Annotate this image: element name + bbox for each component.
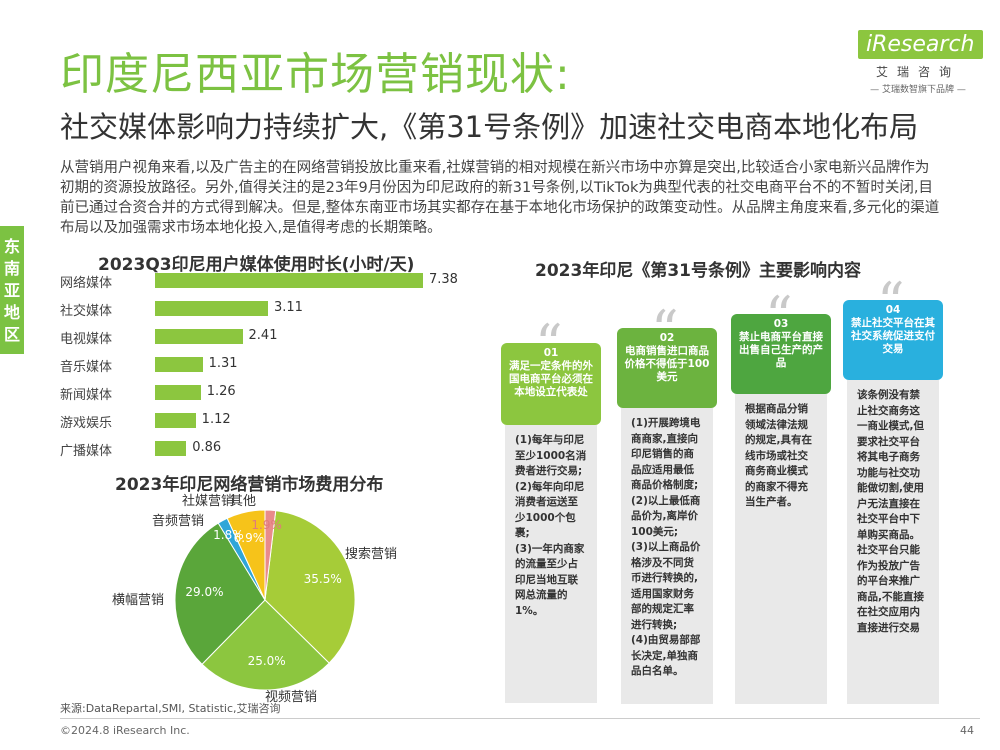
bar-chart-title: 2023Q3印尼用户媒体使用时长(小时/天) [98,255,415,275]
card-body-line: 根据商品分销领域法律法规的规定,具有在线市场或社交商务商业模式的商家不得充当生产… [745,403,812,508]
card-number: 01 [543,347,559,359]
bar [155,301,268,316]
bar [155,273,423,288]
card-body-line: (3)一年内商家的流量至少占印尼当地互联网总流量的1%。 [515,542,585,617]
bar [155,357,203,372]
pie-chart-title: 2023年印尼网络营销市场费用分布 [115,475,384,495]
iresearch-logo: iResearch 艾瑞咨询 — 艾瑞数智旗下品牌 — [858,30,983,95]
pie-value-label: 1.9% [251,518,282,533]
bar [155,385,201,400]
regulation-card-header: 04 禁止社交平台在其社交系统促进支付交易 [843,300,943,380]
marketing-spend-pie-chart [174,509,356,691]
card-heading: 禁止电商平台直接出售自己生产的产品 [739,331,823,369]
card-body-line: 该条例没有禁止社交商务这一商业模式,但要求社交平台将其电子商务功能与社交功能做切… [857,389,924,634]
bar [155,441,187,456]
logo-cn: 艾瑞咨询 [875,65,960,79]
bar-category-label: 音乐媒体 [60,360,113,375]
regulation-card-body: (1)开展跨境电商商家,直接向印尼销售的商品应适用最低商品价格制度; (2)以上最… [621,408,713,704]
regulation-title: 2023年印尼《第31号条例》主要影响内容 [535,261,861,281]
bar-value-label: 1.26 [206,384,236,399]
card-body-line: (3)以上商品价格涉及不同货币进行转换的,适用国家财务部的规定汇率进行转换; [631,541,701,631]
card-body-line: (2)每年向印尼消费者运送至少1000个包裹; [515,480,585,540]
region-tab-label: 东南亚地区 [4,237,21,344]
pie-slice [264,510,356,664]
intro-paragraph: 从营销用户视角来看,以及广告主的在网络营销投放比重来看,社媒营销的相对规模在新兴… [60,160,940,236]
pie-slice [174,522,266,665]
bar-category-label: 社交媒体 [60,304,113,319]
bar-value-label: 7.38 [429,272,458,287]
pie-slice [201,599,330,691]
pie-value-label: 29.0% [185,584,224,599]
pie-category-label: 其他 [230,494,257,509]
logo-brand: iResearch [858,30,983,59]
card-number: 03 [773,318,789,330]
pie-value-label: 25.0% [247,653,286,668]
page-number: 44 [960,724,974,737]
bar [155,413,196,428]
page-subtitle: 社交媒体影响力持续扩大,《第31号条例》加速社交电商本地化布局 [60,110,919,144]
regulation-card-header: 02 电商销售进口商品价格不得低于100美元 [617,328,717,408]
region-tab: 东南亚地区 [0,226,24,354]
pie-category-label: 视频营销 [265,690,318,705]
card-body-line: (4)由贸易部部长决定,单独商品白名单。 [631,634,701,677]
bar [155,329,243,344]
source-note: 来源:DataRepartal,SMI, Statistic,艾瑞咨询 [60,702,281,715]
bar-value-label: 0.86 [192,440,222,455]
bar-category-label: 电视媒体 [60,332,113,347]
card-body-line: (1)开展跨境电商商家,直接向印尼销售的商品应适用最低商品价格制度; [631,417,701,491]
regulation-card-header: 01 满足一定条件的外国电商平台必须在本地设立代表处 [501,343,601,425]
card-number: 02 [659,332,675,344]
pie-category-label: 音频营销 [152,514,205,529]
bar-value-label: 3.11 [273,300,303,315]
pie-value-label: 6.9% [233,531,265,546]
footer-divider [60,718,980,719]
regulation-card-body: 根据商品分销领域法律法规的规定,具有在线市场或社交商务商业模式的商家不得充当生产… [735,394,827,704]
card-body-line: (2)以上最低商品价为,离岸价100美元; [631,494,701,538]
pie-category-label: 横幅营销 [112,593,165,608]
bar-value-label: 2.41 [248,328,278,343]
card-number: 04 [885,304,901,316]
bar-value-label: 1.31 [208,356,238,371]
bar-category-label: 网络媒体 [60,276,113,291]
regulation-card-body: 该条例没有禁止社交商务这一商业模式,但要求社交平台将其电子商务功能与社交功能做切… [847,380,939,704]
regulation-card-header: 03 禁止电商平台直接出售自己生产的产品 [731,314,831,394]
card-heading: 禁止社交平台在其社交系统促进支付交易 [851,317,935,355]
copyright: ©2024.8 iResearch Inc. [60,724,190,737]
card-heading: 满足一定条件的外国电商平台必须在本地设立代表处 [509,360,593,398]
regulation-card-body: (1)每年与印尼至少1000名消费者进行交易; (2)每年向印尼消费者运送至少10… [505,425,597,703]
pie-value-label: 1.8% [213,528,244,543]
card-body-line: (1)每年与印尼至少1000名消费者进行交易; [515,434,587,477]
pie-slice [264,509,277,601]
pie-category-label: 搜索营销 [345,547,398,562]
pie-value-label: 35.5% [303,572,342,587]
bar-category-label: 广播媒体 [60,444,113,459]
bar-category-label: 游戏娱乐 [60,416,113,431]
page-title: 印度尼西亚市场营销现状: [60,49,571,100]
bar-category-label: 新闻媒体 [60,388,113,403]
logo-slogan: — 艾瑞数智旗下品牌 — [870,85,966,95]
bar-value-label: 1.12 [201,412,231,427]
card-heading: 电商销售进口商品价格不得低于100美元 [624,345,710,383]
pie-category-label: 社媒营销 [182,494,235,509]
